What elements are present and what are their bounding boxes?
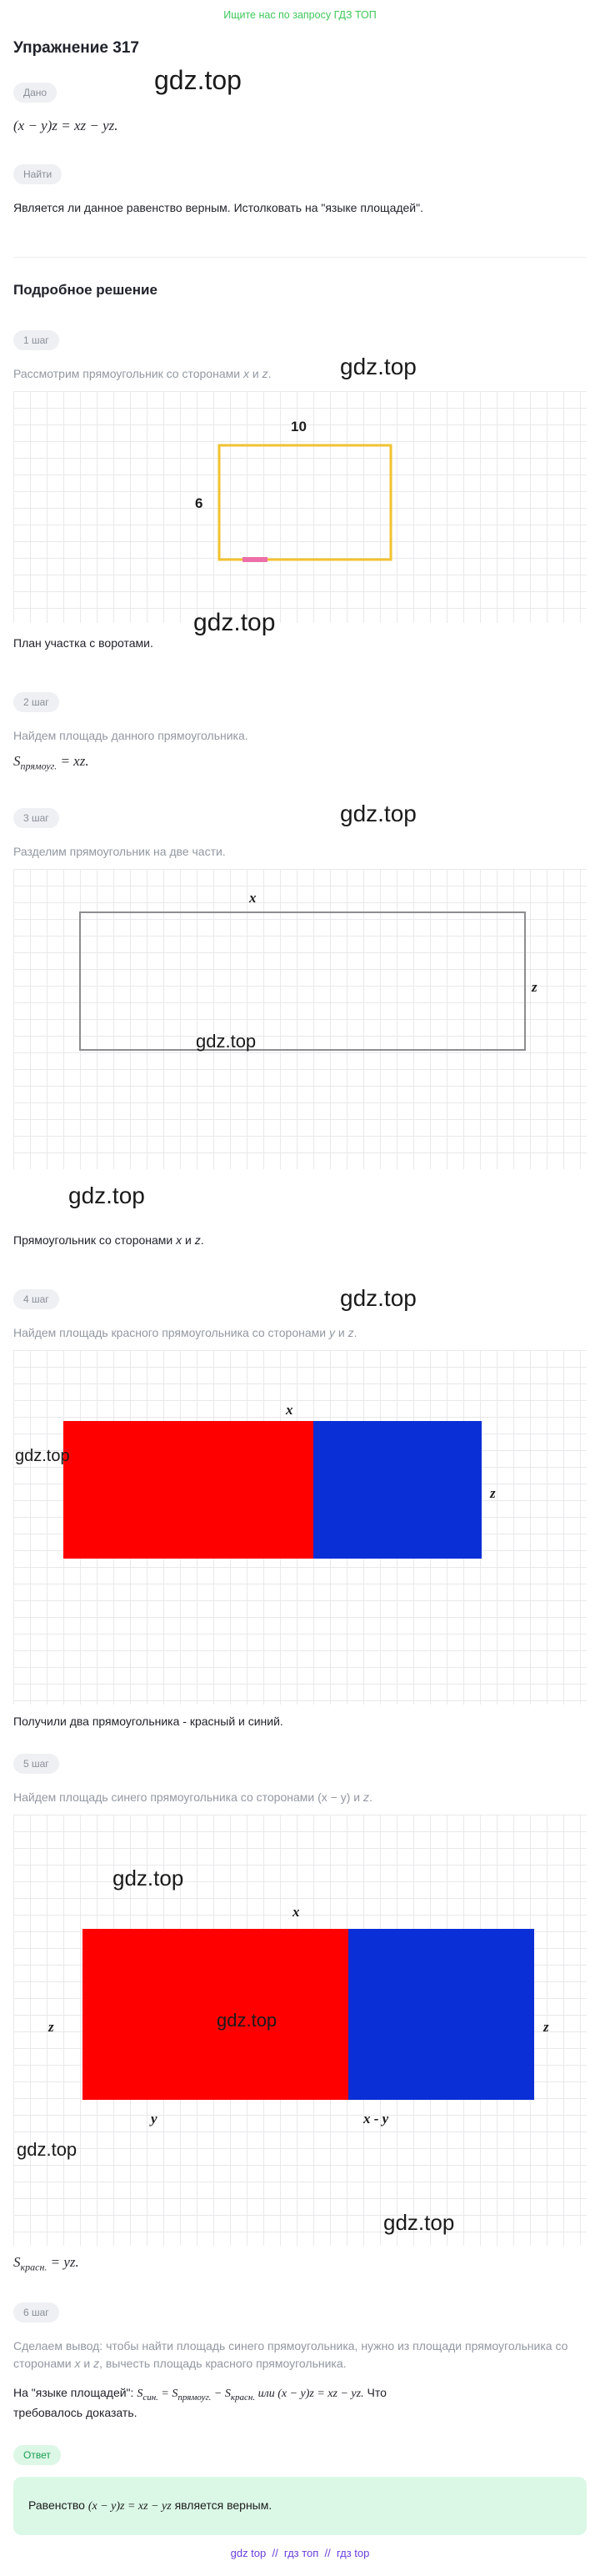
svg-text:6: 6 (195, 495, 202, 511)
svg-text:y: y (149, 2111, 158, 2127)
svg-text:x: x (285, 1402, 293, 1418)
svg-text:z: z (542, 2019, 549, 2035)
svg-text:z: z (531, 979, 538, 995)
svg-text:z: z (489, 1485, 496, 1501)
svg-text:z: z (48, 2019, 54, 2035)
svg-text:10: 10 (291, 419, 307, 434)
svg-text:x: x (248, 890, 257, 906)
svg-text:x - y: x - y (362, 2111, 389, 2127)
svg-text:x: x (292, 1904, 300, 1920)
